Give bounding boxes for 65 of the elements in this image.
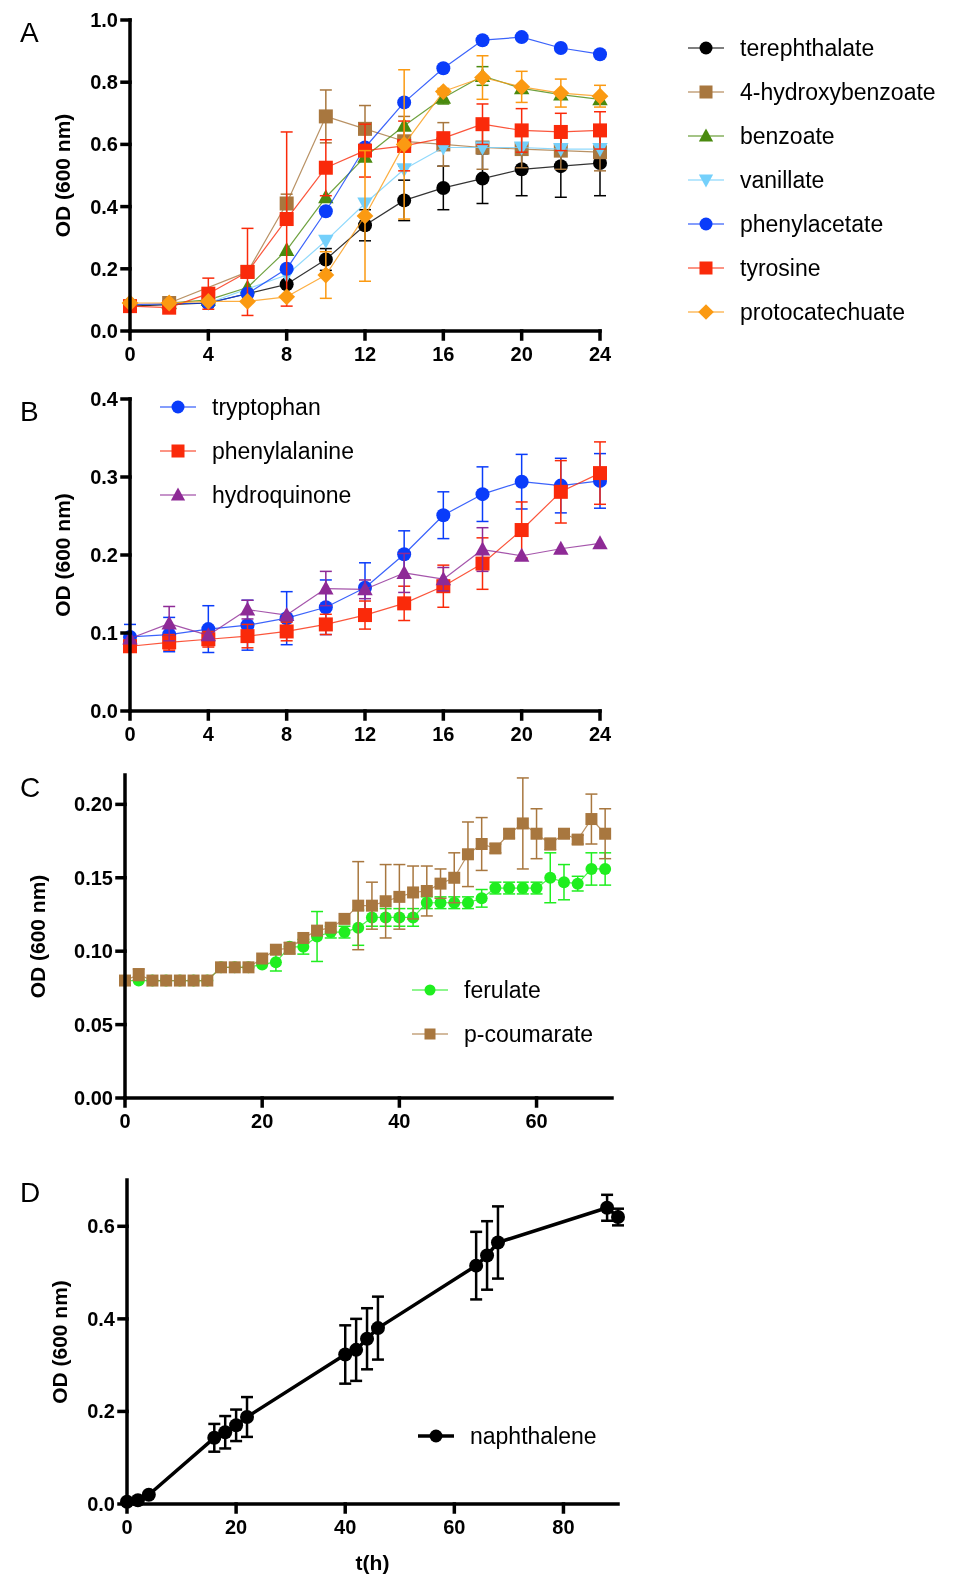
y-tick-label: 0.2 bbox=[90, 544, 118, 566]
x-tick-label: 8 bbox=[281, 723, 293, 745]
y-axis-title: OD (600 nm) bbox=[48, 1280, 71, 1404]
x-tick-label: 20 bbox=[510, 343, 533, 365]
x-tick-label: 12 bbox=[353, 723, 377, 745]
x-tick-label: 20 bbox=[224, 1516, 248, 1538]
y-tick-label: 0.4 bbox=[90, 195, 119, 218]
y-tick-label: 0.6 bbox=[87, 1215, 115, 1238]
y-tick-label: 0.0 bbox=[90, 700, 118, 722]
legend-label: terephthalate bbox=[740, 35, 875, 62]
x-tick-label: 40 bbox=[334, 1516, 357, 1538]
chart-title: C bbox=[20, 772, 41, 803]
x-tick-label: 4 bbox=[202, 723, 215, 745]
legend-label: protocatechuate bbox=[740, 299, 905, 326]
legend-label: phenylalanine bbox=[212, 438, 354, 465]
y-tick-label: 0.20 bbox=[74, 793, 113, 816]
y-tick-label: 0.00 bbox=[74, 1087, 113, 1109]
legend-label: vanillate bbox=[740, 167, 825, 194]
x-tick-label: 60 bbox=[443, 1516, 466, 1538]
y-tick-label: 0.05 bbox=[74, 1013, 113, 1036]
chart-title: B bbox=[20, 396, 39, 427]
chart-title: D bbox=[20, 1177, 41, 1208]
y-tick-label: 0.0 bbox=[90, 320, 118, 342]
legend-label: ferulate bbox=[464, 977, 541, 1004]
y-tick-label: 0.2 bbox=[87, 1400, 115, 1423]
y-tick-label: 0.4 bbox=[87, 1307, 116, 1330]
x-tick-label: 12 bbox=[353, 343, 377, 365]
x-tick-label: 24 bbox=[588, 343, 612, 365]
y-tick-label: 1.0 bbox=[90, 9, 118, 31]
y-tick-label: 0.10 bbox=[74, 940, 113, 963]
x-tick-label: 20 bbox=[251, 1110, 274, 1132]
x-tick-label: 40 bbox=[388, 1110, 411, 1132]
y-axis-title: OD (600 nm) bbox=[26, 874, 49, 999]
y-axis-title: OD (600 nm) bbox=[51, 113, 74, 238]
x-tick-label: 16 bbox=[432, 723, 455, 745]
legend-label: tryptophan bbox=[212, 394, 321, 421]
legend-label: phenylacetate bbox=[740, 211, 884, 238]
y-tick-label: 0.8 bbox=[90, 71, 118, 94]
x-tick-label: 80 bbox=[552, 1516, 575, 1538]
y-tick-label: 0.1 bbox=[90, 622, 118, 644]
x-tick-label: 8 bbox=[281, 343, 293, 365]
x-tick-label: 24 bbox=[588, 723, 612, 745]
x-tick-label: 0 bbox=[124, 343, 136, 365]
x-tick-label: 0 bbox=[121, 1516, 133, 1538]
legend-label: 4-hydroxybenzoate bbox=[740, 79, 936, 106]
x-tick-label: 0 bbox=[119, 1110, 131, 1132]
x-tick-label: 4 bbox=[202, 343, 215, 365]
y-axis-title: OD (600 nm) bbox=[51, 493, 74, 617]
x-tick-label: 0 bbox=[124, 723, 136, 745]
y-tick-label: 0.15 bbox=[74, 866, 113, 889]
legend-label: p-coumarate bbox=[464, 1021, 594, 1048]
legend-label: naphthalene bbox=[470, 1423, 597, 1450]
y-tick-label: 0.4 bbox=[90, 388, 119, 410]
y-tick-label: 0.2 bbox=[90, 257, 118, 280]
chart-title: A bbox=[20, 17, 39, 48]
legend-label: hydroquinone bbox=[212, 482, 352, 509]
legend-label: tyrosine bbox=[740, 255, 821, 282]
y-tick-label: 0.0 bbox=[87, 1493, 115, 1515]
y-tick-label: 0.6 bbox=[90, 133, 118, 156]
x-tick-label: 16 bbox=[432, 343, 455, 365]
x-tick-label: 20 bbox=[510, 723, 533, 745]
x-axis-title: t(h) bbox=[355, 1551, 390, 1574]
x-tick-label: 60 bbox=[525, 1110, 548, 1132]
legend-label: benzoate bbox=[740, 123, 835, 150]
y-tick-label: 0.3 bbox=[90, 466, 118, 488]
